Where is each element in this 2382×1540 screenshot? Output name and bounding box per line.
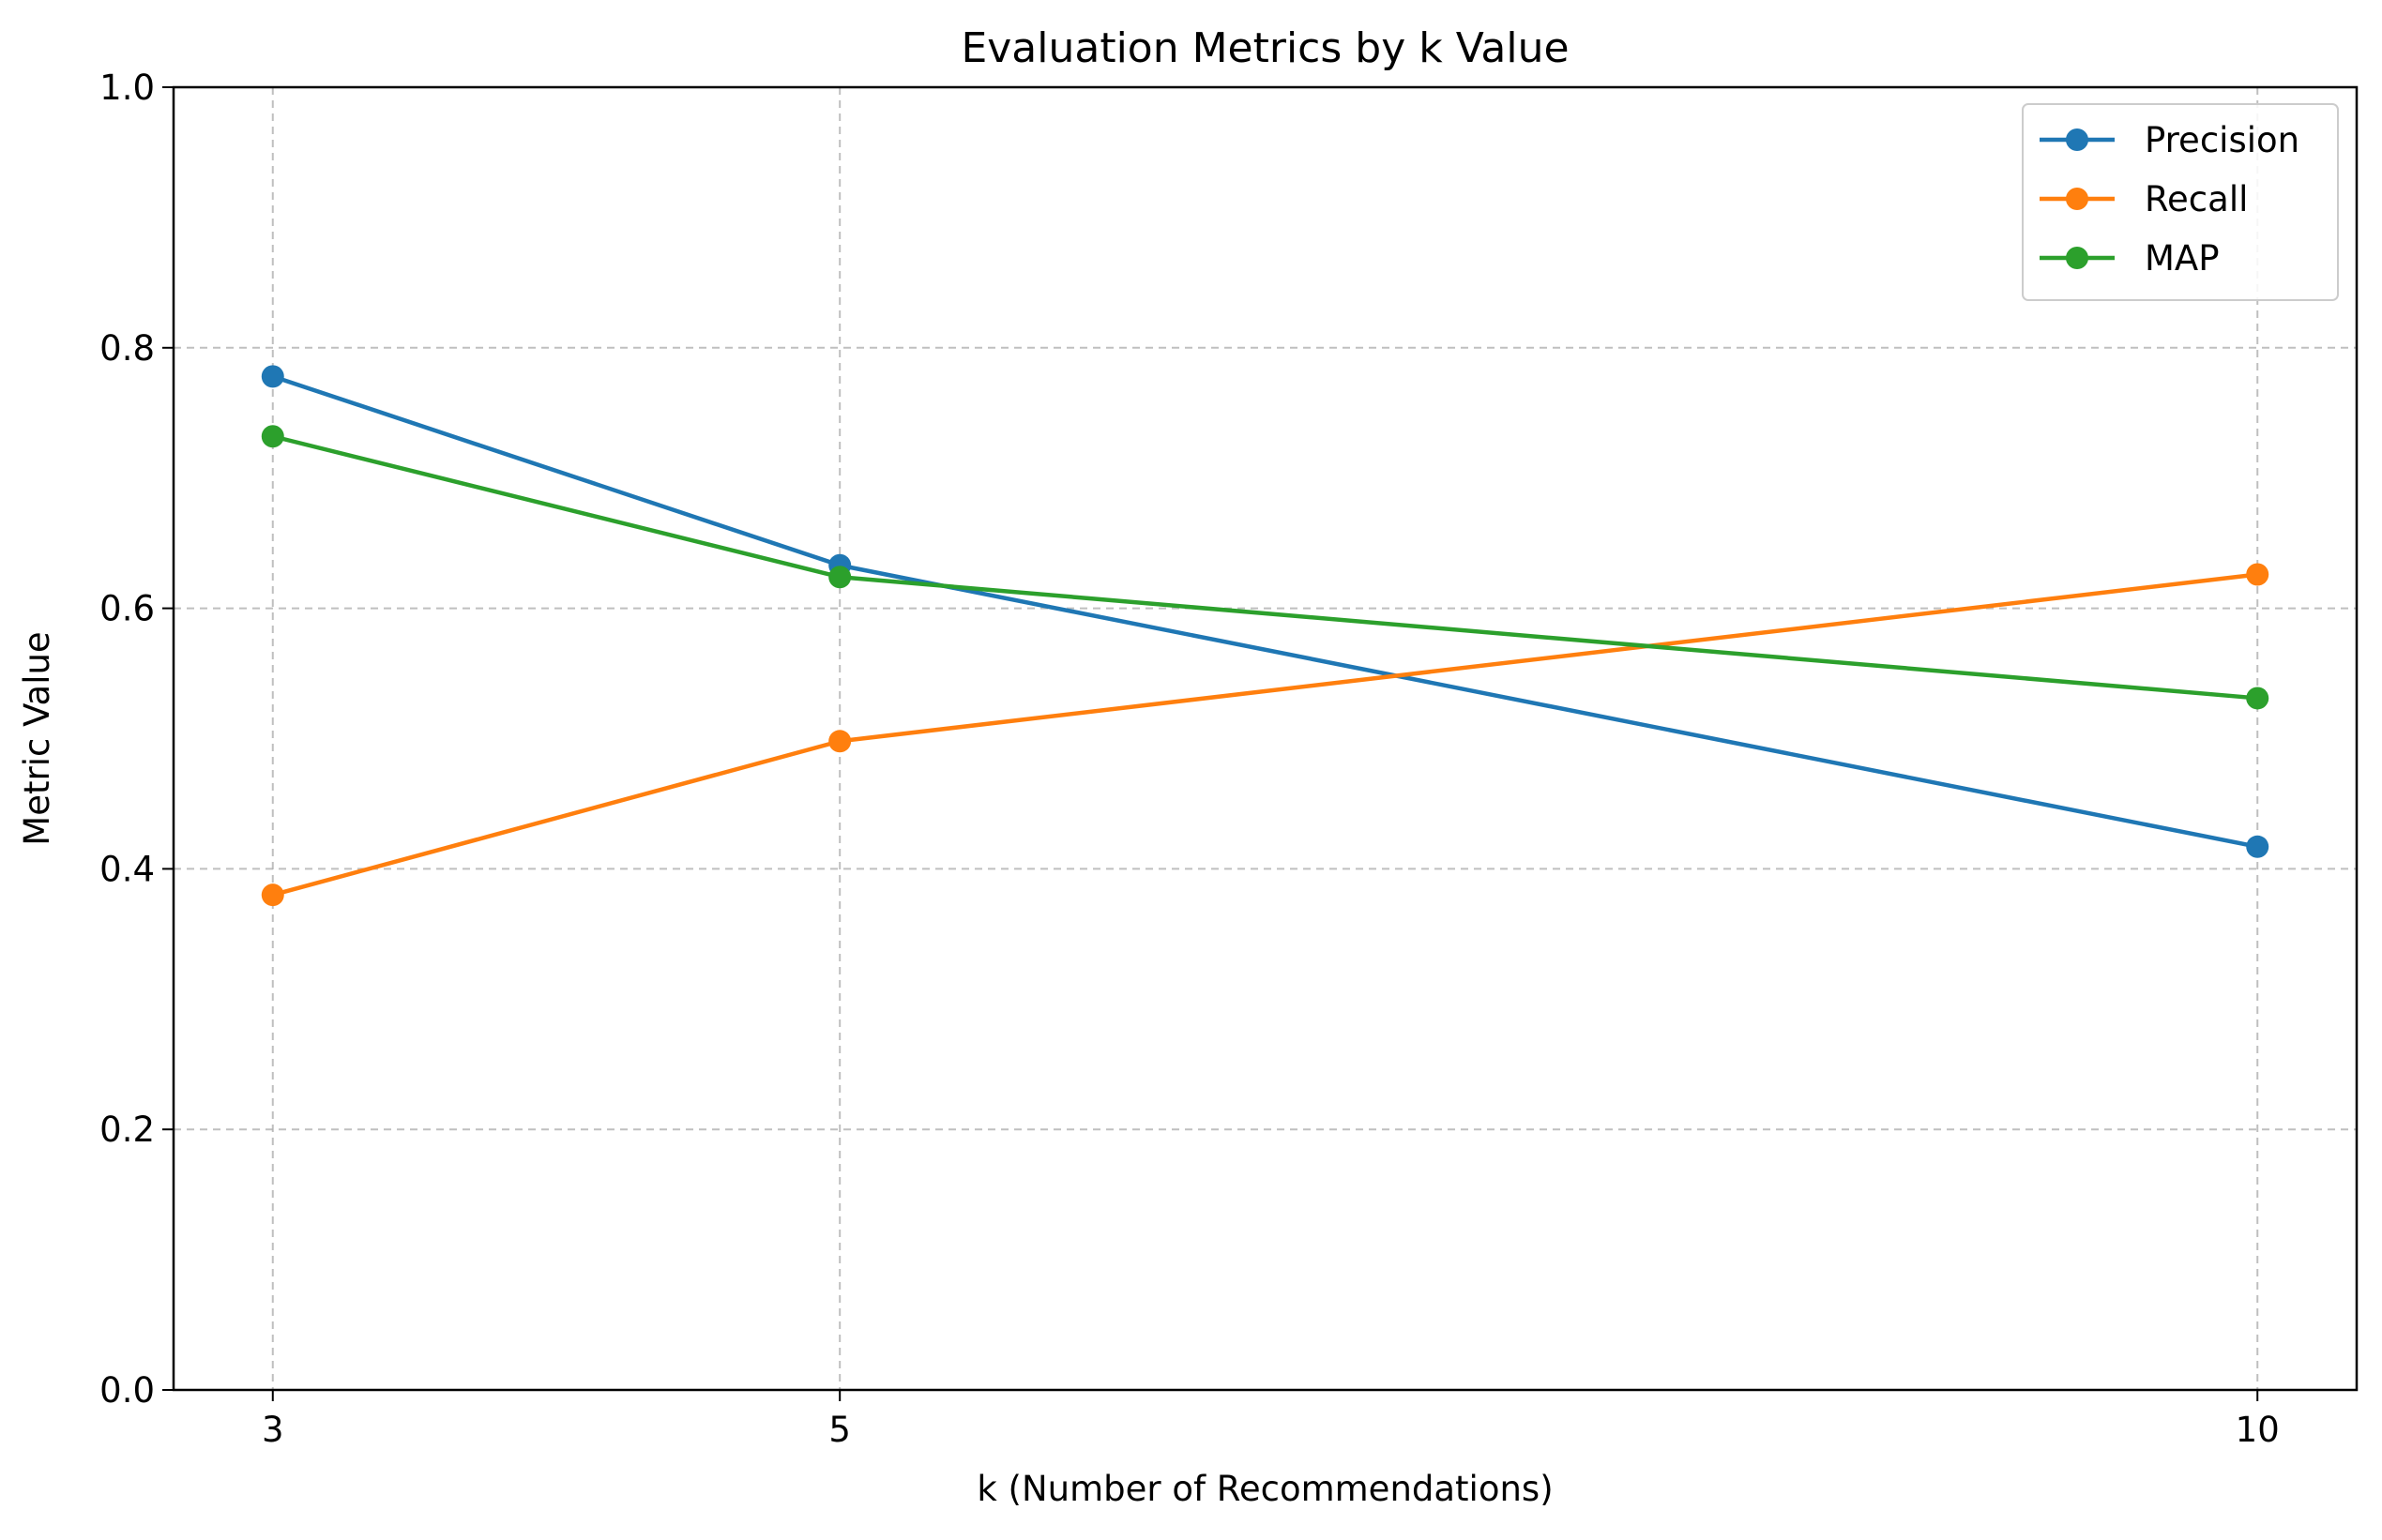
x-tick-label: 10	[2236, 1410, 2280, 1450]
y-tick-label: 0.8	[99, 328, 155, 369]
series-recall	[261, 563, 2269, 907]
y-tick-label: 0.0	[99, 1370, 155, 1411]
series-precision	[261, 365, 2269, 858]
y-tick-label: 0.4	[99, 849, 155, 889]
legend-swatch-marker	[2066, 188, 2088, 210]
data-point	[2246, 835, 2269, 858]
x-tick-label: 3	[262, 1410, 284, 1450]
y-axis-label: Metric Value	[17, 631, 57, 845]
data-point	[828, 730, 852, 753]
data-point	[261, 365, 284, 388]
series-group	[261, 365, 2269, 907]
y-tick-label: 0.6	[99, 589, 155, 629]
legend-item-recall: Recall	[2040, 179, 2248, 219]
data-point	[261, 425, 284, 448]
y-tick-label: 0.2	[99, 1110, 155, 1150]
data-point	[2246, 563, 2269, 586]
legend-item-precision: Precision	[2040, 120, 2299, 160]
legend-swatch-marker	[2066, 128, 2088, 151]
series-map	[261, 425, 2269, 710]
legend-label: Precision	[2145, 120, 2299, 160]
axes: 3 5 10 0.0 0.2 0.4 0.6 0.8 1.0	[99, 68, 2280, 1450]
x-tick-label: 5	[828, 1410, 851, 1450]
plot-frame	[172, 85, 2359, 1392]
legend-label: Recall	[2145, 179, 2248, 219]
legend-swatch-marker	[2066, 247, 2088, 269]
grid	[174, 87, 2357, 1390]
legend: Precision Recall MAP	[2022, 103, 2339, 301]
data-point	[828, 566, 852, 589]
legend-item-map: MAP	[2040, 238, 2220, 279]
x-axis-label: k (Number of Recommendations)	[977, 1469, 1553, 1509]
data-point	[2246, 687, 2269, 710]
chart-title: Evaluation Metrics by k Value	[961, 24, 1569, 72]
data-point	[261, 883, 284, 907]
y-tick-label: 1.0	[99, 68, 155, 108]
legend-label: MAP	[2145, 238, 2220, 279]
legend-box	[2022, 103, 2339, 301]
